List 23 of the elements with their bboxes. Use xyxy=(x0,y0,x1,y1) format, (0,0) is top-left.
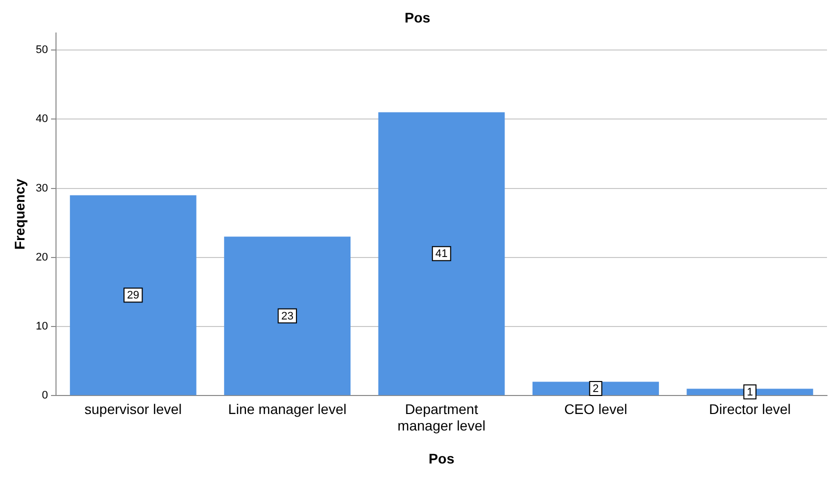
y-tick-label: 40 xyxy=(36,113,48,126)
data-label: 23 xyxy=(281,310,294,322)
x-tick-label: supervisor level xyxy=(84,400,182,417)
data-label: 29 xyxy=(127,290,140,302)
data-label: 2 xyxy=(592,382,599,395)
x-tick-label: Department manager level xyxy=(398,400,486,434)
bar xyxy=(224,236,351,396)
x-axis-title: Pos xyxy=(428,450,455,466)
bar xyxy=(686,388,814,396)
bar xyxy=(378,112,505,396)
y-tick-label: 50 xyxy=(36,44,48,56)
x-tick-label: CEO level xyxy=(564,400,628,417)
y-tick-label: 30 xyxy=(36,182,48,194)
y-axis-title: Frequency xyxy=(11,178,28,250)
y-tick-label: 0 xyxy=(42,390,48,402)
chart-title: Pos xyxy=(404,9,431,26)
bar xyxy=(70,195,196,396)
data-label: 1 xyxy=(746,386,753,398)
x-tick-label: Director level xyxy=(709,400,791,417)
data-label: 41 xyxy=(435,248,448,260)
y-tick-label: 10 xyxy=(36,320,48,333)
x-tick-label: Line manager level xyxy=(228,400,346,417)
y-tick-label: 20 xyxy=(36,251,48,264)
